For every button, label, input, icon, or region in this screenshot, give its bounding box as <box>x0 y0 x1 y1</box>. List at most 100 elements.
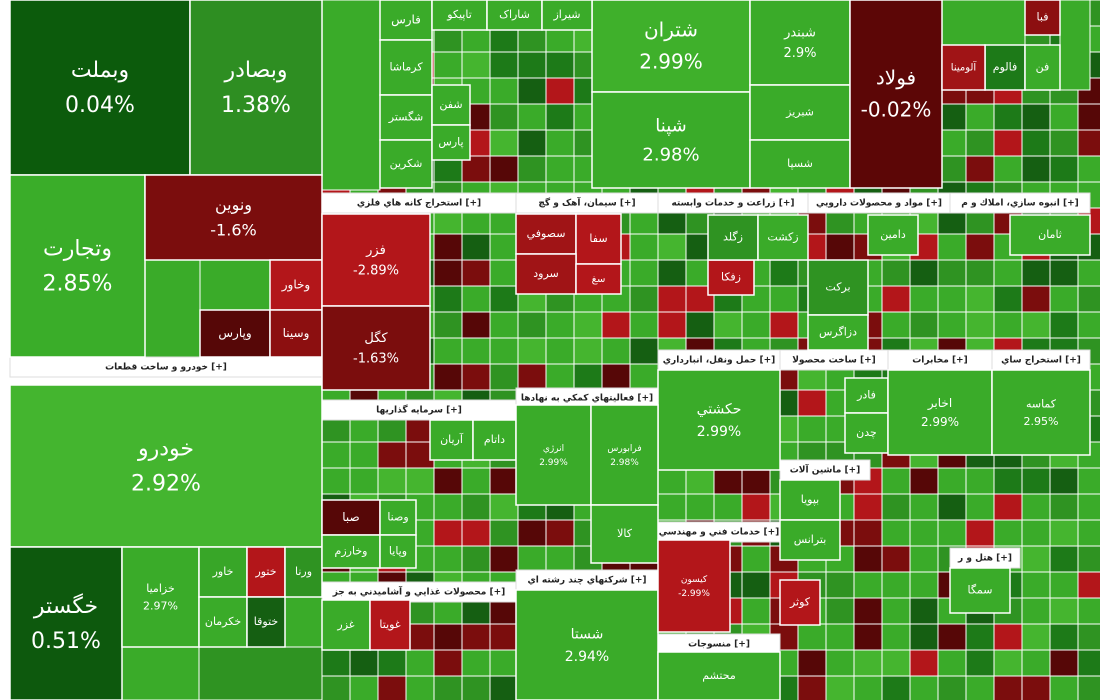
tile-label: کیسون <box>681 575 708 585</box>
filler-tile <box>198 646 323 700</box>
tile[interactable] <box>321 305 431 391</box>
tile[interactable] <box>941 44 986 91</box>
tile[interactable] <box>121 546 200 648</box>
filler-tile <box>489 675 519 700</box>
tile-label: وپایا <box>389 545 407 558</box>
tile[interactable] <box>657 651 781 700</box>
tile[interactable] <box>949 567 1011 614</box>
tile-change: 2.98% <box>610 458 639 468</box>
filler-tile <box>993 467 1023 495</box>
filler-tile <box>461 675 491 700</box>
tile[interactable] <box>486 0 543 31</box>
tile[interactable] <box>369 599 411 651</box>
tile[interactable] <box>431 84 471 126</box>
tile[interactable] <box>472 419 517 461</box>
tile[interactable] <box>657 369 781 471</box>
filler-tile <box>517 155 547 183</box>
filler-tile <box>377 649 407 677</box>
tile[interactable] <box>849 0 943 189</box>
tile[interactable] <box>431 124 471 161</box>
tile[interactable] <box>590 404 659 506</box>
tile[interactable] <box>379 94 433 141</box>
tile[interactable] <box>9 546 123 700</box>
filler-tile <box>489 233 519 261</box>
filler-tile <box>909 259 939 287</box>
tile[interactable] <box>591 0 751 93</box>
tile[interactable] <box>379 499 417 536</box>
tile[interactable] <box>1009 214 1091 256</box>
tile[interactable] <box>779 579 821 626</box>
tile[interactable] <box>379 39 433 96</box>
tile[interactable] <box>9 384 323 548</box>
filler-tile <box>937 519 967 547</box>
tile[interactable] <box>590 504 659 564</box>
tile[interactable] <box>844 412 889 454</box>
filler-tile <box>433 363 463 391</box>
tile-label: خزامیا <box>146 582 175 595</box>
tile-label: شسپا <box>787 157 813 170</box>
tile-label: شبندر <box>783 25 816 40</box>
tile[interactable] <box>321 534 381 569</box>
tile[interactable] <box>429 419 474 461</box>
tile-label: فرابورس <box>607 444 641 454</box>
filler-tile <box>489 493 519 521</box>
tile[interactable] <box>575 263 622 295</box>
filler-tile <box>349 649 379 677</box>
tile[interactable] <box>807 259 869 316</box>
filler-tile <box>1077 155 1100 183</box>
filler-tile <box>881 259 911 287</box>
tile[interactable] <box>515 589 659 700</box>
tile[interactable] <box>198 596 248 648</box>
tile[interactable] <box>515 404 592 506</box>
tile[interactable] <box>199 309 271 358</box>
tile[interactable] <box>1024 0 1061 36</box>
tile[interactable] <box>144 174 323 261</box>
filler-tile <box>825 623 855 651</box>
tile-label: ختوقا <box>254 615 278 628</box>
tile[interactable] <box>9 174 146 358</box>
filler-tile <box>881 675 911 700</box>
tile[interactable] <box>9 0 191 176</box>
tile[interactable] <box>321 499 381 536</box>
filler-tile <box>144 259 201 358</box>
filler-tile <box>489 467 519 495</box>
filler-tile <box>909 597 939 625</box>
tile[interactable] <box>515 253 577 295</box>
tile[interactable] <box>541 0 593 31</box>
tile[interactable] <box>321 213 431 307</box>
tile[interactable] <box>379 139 433 189</box>
tile-label: فارس <box>391 13 421 28</box>
filler-tile <box>1049 129 1079 157</box>
sector-header[interactable] <box>949 192 1091 214</box>
filler-tile <box>993 259 1023 287</box>
tile[interactable] <box>189 0 323 176</box>
tile[interactable] <box>757 214 809 261</box>
tile[interactable] <box>284 546 323 598</box>
tile-label: ختور <box>254 565 276 578</box>
tile[interactable] <box>779 519 841 561</box>
tile[interactable] <box>749 0 851 86</box>
filler-tile <box>489 545 519 573</box>
filler-tile <box>909 285 939 313</box>
tile[interactable] <box>431 0 488 31</box>
tile[interactable] <box>379 534 417 569</box>
tile[interactable] <box>887 369 993 456</box>
filler-tile <box>433 285 463 313</box>
tile[interactable] <box>867 214 919 256</box>
tile[interactable] <box>991 369 1091 456</box>
filler-tile <box>377 441 407 469</box>
tile[interactable] <box>246 596 286 648</box>
tile[interactable] <box>807 314 869 351</box>
tile[interactable] <box>749 139 851 189</box>
filler-tile <box>433 467 463 495</box>
filler-tile <box>713 467 743 495</box>
tile[interactable] <box>1024 44 1061 91</box>
tile[interactable] <box>657 539 731 633</box>
filler-tile <box>489 77 519 105</box>
tile[interactable] <box>591 91 751 189</box>
tile[interactable] <box>269 259 323 311</box>
sector-title: زراعت و خدمات وابسته [+] <box>671 199 794 209</box>
tile[interactable] <box>515 213 577 255</box>
filler-tile <box>601 311 631 339</box>
